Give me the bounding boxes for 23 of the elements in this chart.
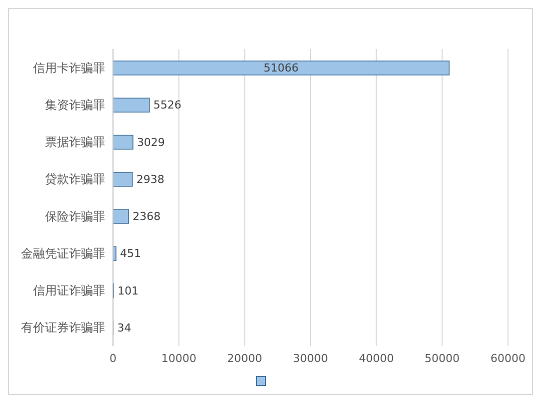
data-label: 5526 [153,98,182,112]
data-label: 101 [118,284,139,298]
y-tick-label: 有价证券诈骗罪 [21,320,105,335]
y-tick-label: 集资诈骗罪 [45,98,105,112]
y-tick-label: 保险诈骗罪 [45,209,105,224]
data-label: 2368 [132,210,161,223]
data-label: 51066 [264,62,299,74]
x-tick-label: 20000 [227,352,262,365]
y-tick-label: 信用卡诈骗罪 [33,60,105,75]
x-tick-label: 30000 [293,352,328,365]
x-tick-label: 10000 [161,352,196,365]
y-tick-label: 信用证诈骗罪 [33,284,105,298]
x-tick-label: 0 [110,352,116,365]
x-tick-label: 40000 [358,352,394,365]
data-label: 2938 [136,172,164,186]
data-label: 3029 [136,136,165,149]
x-tick-label: 60000 [490,352,526,365]
y-tick-label: 贷款诈骗罪 [45,172,105,186]
y-tick-label: 金融凭证诈骗罪 [21,246,105,260]
x-tick-label: 50000 [424,352,460,365]
data-label: 451 [120,247,141,260]
data-label: 34 [117,321,132,334]
y-tick-label: 票据诈骗罪 [45,135,105,150]
